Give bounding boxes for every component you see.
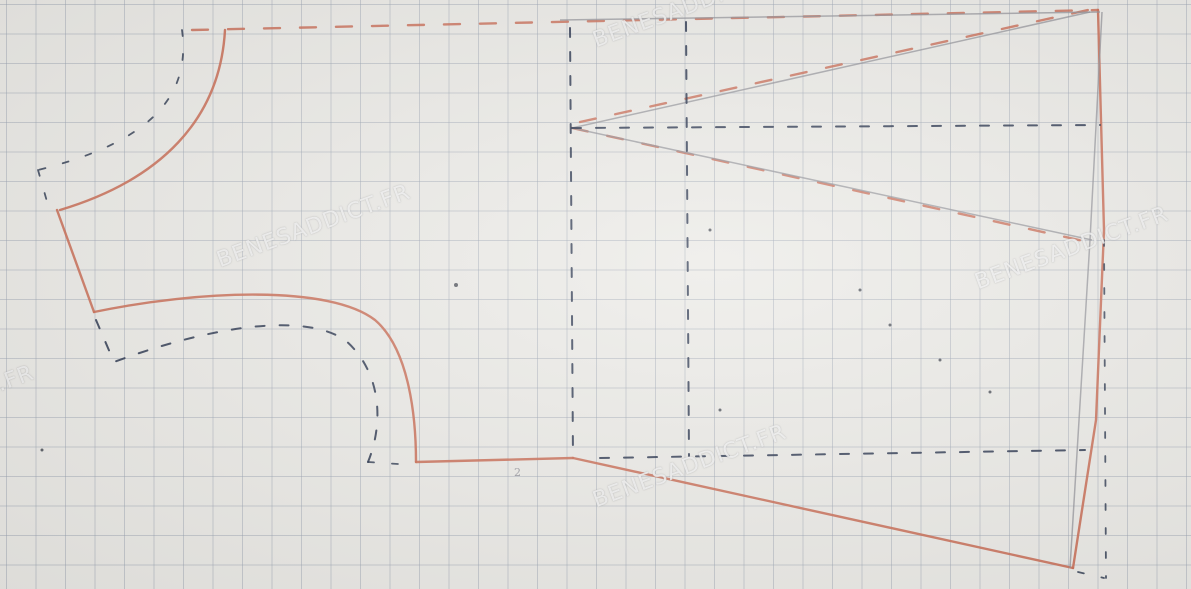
hem-diagonal-line (571, 456, 1075, 570)
pencil-right-edge (1069, 11, 1103, 569)
mark-dot (708, 228, 712, 232)
neckline-curve (58, 28, 227, 212)
shoulder-line (55, 208, 96, 314)
mark-dot (858, 288, 862, 292)
mark-dot (988, 390, 992, 394)
pencil-top-edge (559, 11, 1101, 21)
horizontal-dart-center-line (571, 124, 1101, 129)
side-seam-line (414, 456, 575, 464)
vertical-guide-far-right (1103, 239, 1107, 579)
bottom-right-corner-tick (1077, 571, 1105, 579)
seam-allowance-shoulder (37, 169, 51, 213)
pencil-dart-lower (571, 127, 1093, 241)
mark-dot (938, 358, 942, 362)
armhole-curve (92, 293, 418, 464)
mark-dot (40, 448, 44, 452)
mark-dot (718, 408, 722, 412)
vertical-guide-left (569, 27, 574, 459)
seam-allowance-armhole-end (367, 461, 399, 465)
seam-allowance-armhole (95, 319, 379, 463)
bottom-mark: 2 (514, 466, 521, 479)
seam-allowance-neckline (37, 29, 185, 171)
mark-dot (888, 323, 892, 327)
horizontal-lower-guide (599, 449, 1086, 459)
mark-dot (454, 283, 458, 287)
top-edge-line (190, 8, 1100, 32)
pencil-dart-upper (571, 11, 1091, 129)
dart-upper-leg (578, 8, 1090, 124)
right-edge-line (1071, 8, 1106, 570)
vertical-guide-right (685, 21, 690, 457)
